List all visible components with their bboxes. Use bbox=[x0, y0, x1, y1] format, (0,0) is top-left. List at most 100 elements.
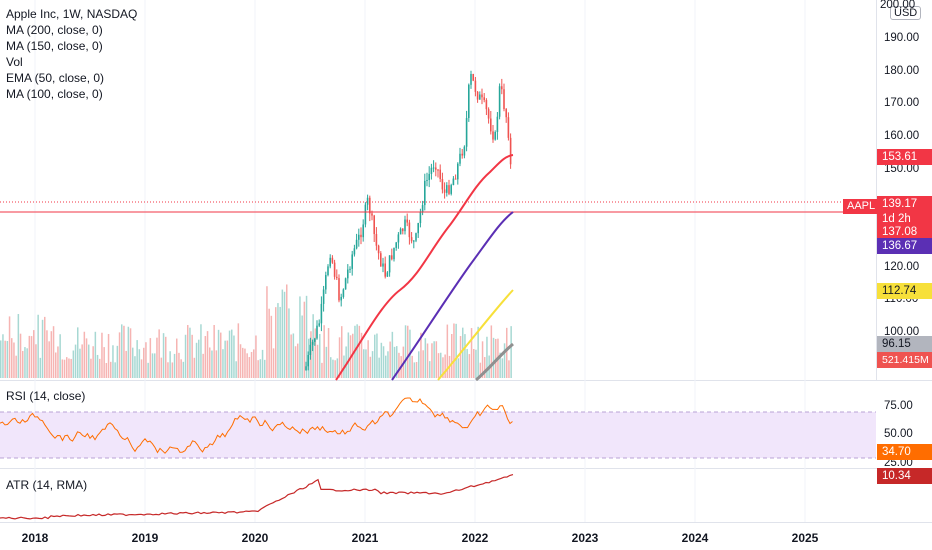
volume-bar bbox=[484, 357, 486, 378]
ema50-value-tag: 153.61 bbox=[877, 149, 932, 165]
candle-body bbox=[336, 276, 338, 279]
candle-body bbox=[490, 118, 492, 132]
volume-bar bbox=[369, 356, 372, 378]
atr-label[interactable]: ATR (14, RMA) bbox=[6, 478, 88, 492]
volume-bar bbox=[363, 349, 365, 378]
candle-body bbox=[373, 215, 375, 235]
candle-body bbox=[340, 296, 342, 301]
volume-bar bbox=[503, 343, 506, 378]
volume-bar bbox=[206, 331, 209, 378]
candle-body bbox=[448, 185, 450, 194]
candle-body bbox=[391, 255, 393, 260]
volume-bar bbox=[121, 324, 123, 378]
volume-bar bbox=[294, 346, 297, 378]
volume-bar bbox=[255, 335, 257, 378]
volume-bar bbox=[305, 295, 308, 378]
candle-body bbox=[472, 74, 474, 81]
candle-body bbox=[415, 233, 417, 241]
volume-bar bbox=[374, 334, 376, 378]
volume-bar bbox=[477, 326, 479, 378]
candle-body bbox=[331, 257, 334, 263]
volume-bar bbox=[0, 340, 2, 378]
symbol-title[interactable]: Apple Inc, 1W, NASDAQ bbox=[6, 7, 138, 21]
volume-bar bbox=[162, 333, 165, 378]
candle-body bbox=[360, 234, 362, 238]
ema-50-line bbox=[335, 154, 514, 381]
pane-separator-1[interactable] bbox=[0, 380, 932, 381]
candle-body bbox=[426, 179, 428, 181]
time-tick: 2023 bbox=[571, 531, 599, 545]
volume-bar bbox=[158, 329, 160, 378]
volume-bar bbox=[55, 352, 57, 378]
volume-bar bbox=[127, 326, 130, 378]
volume-bar bbox=[464, 334, 466, 378]
ma-gray-value-tag: 96.15 bbox=[877, 336, 932, 352]
volume-bar bbox=[492, 337, 495, 378]
volume-bar bbox=[81, 344, 83, 378]
volume-bar bbox=[490, 325, 493, 378]
volume-bar bbox=[396, 346, 398, 378]
volume-bar bbox=[171, 362, 174, 378]
time-tick: 2024 bbox=[681, 531, 709, 545]
volume-bar bbox=[13, 342, 15, 378]
volume-bar bbox=[96, 354, 99, 378]
rsi-label[interactable]: RSI (14, close) bbox=[6, 389, 86, 403]
legend-item-vol[interactable]: Vol bbox=[6, 55, 23, 69]
volume-bar bbox=[226, 340, 229, 378]
candle-body bbox=[457, 163, 459, 180]
volume-bar bbox=[198, 339, 200, 378]
candle-body bbox=[377, 245, 380, 254]
currency-button[interactable]: USD bbox=[890, 6, 922, 20]
volume-bar bbox=[380, 342, 383, 378]
volume-bar bbox=[446, 324, 449, 378]
volume-bar bbox=[57, 346, 59, 378]
time-axis-separator bbox=[0, 522, 932, 523]
candle-body bbox=[305, 366, 307, 370]
candle-body bbox=[342, 289, 345, 297]
legend-item-ema50[interactable]: EMA (50, close, 0) bbox=[6, 71, 105, 85]
price-axis[interactable] bbox=[876, 0, 932, 380]
volume-bar bbox=[468, 354, 471, 378]
candle-body bbox=[307, 354, 309, 367]
legend-item-ma150[interactable]: MA (150, close, 0) bbox=[6, 39, 103, 53]
candle-body bbox=[501, 86, 503, 90]
candle-body bbox=[329, 257, 331, 267]
volume-bar bbox=[424, 338, 427, 378]
volume-bar bbox=[136, 340, 138, 378]
candle-body bbox=[503, 89, 505, 110]
volume-bar bbox=[129, 328, 132, 378]
volume-bar bbox=[420, 332, 422, 378]
legend-item-ma100[interactable]: MA (100, close, 0) bbox=[6, 87, 103, 101]
volume-bar bbox=[123, 325, 125, 378]
ma100-value-tag: 137.08 bbox=[877, 224, 932, 240]
volume-bar bbox=[105, 362, 108, 378]
indicator-legend[interactable]: Apple Inc, 1W, NASDAQ MA (200, close, 0)… bbox=[6, 6, 137, 102]
candle-body bbox=[481, 94, 483, 98]
volume-bar bbox=[202, 353, 204, 378]
volume-bar bbox=[151, 353, 154, 378]
volume-bar bbox=[231, 329, 233, 378]
symbol-tag: AAPL bbox=[843, 199, 880, 214]
volume-bar bbox=[193, 357, 196, 378]
rsi-line bbox=[0, 397, 513, 454]
volume-bar bbox=[4, 340, 6, 378]
legend-item-ma200[interactable]: MA (200, close, 0) bbox=[6, 23, 103, 37]
time-tick: 2022 bbox=[461, 531, 489, 545]
candle-body bbox=[309, 344, 312, 355]
volume-bar bbox=[228, 330, 231, 378]
pane-separator-2[interactable] bbox=[0, 468, 932, 469]
volume-bar bbox=[101, 332, 103, 378]
volume-bar bbox=[272, 348, 275, 378]
candle-body bbox=[351, 254, 353, 269]
volume-bar bbox=[242, 347, 244, 378]
volume-bar bbox=[466, 349, 468, 378]
volume-bar bbox=[33, 330, 35, 378]
time-tick: 2018 bbox=[21, 531, 49, 545]
volume-bar bbox=[398, 352, 400, 378]
candle-body bbox=[402, 228, 404, 232]
volume-bar bbox=[501, 358, 504, 378]
volume-bar bbox=[314, 328, 317, 378]
candle-body bbox=[369, 197, 371, 214]
candle-body bbox=[483, 97, 485, 101]
